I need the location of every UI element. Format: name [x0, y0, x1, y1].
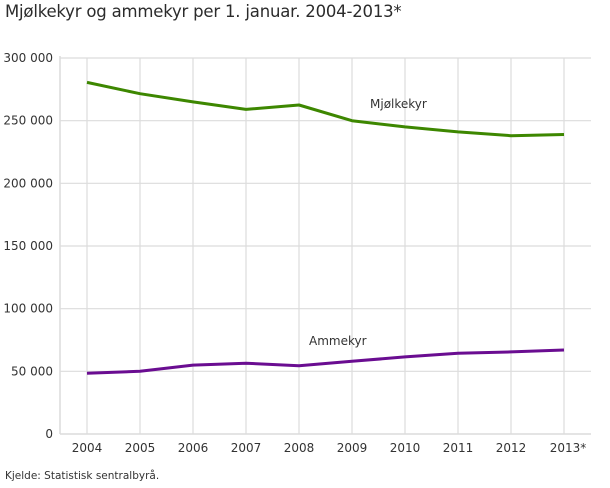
y-tick-label: 200 000	[3, 176, 53, 190]
x-tick-label: 2010	[390, 441, 421, 455]
source-note: Kjelde: Statistisk sentralbyrå.	[5, 470, 160, 482]
x-tick-label: 2008	[284, 441, 315, 455]
chart-title: Mjølkekyr og ammekyr per 1. januar. 2004…	[5, 2, 402, 21]
x-tick-label: 2006	[178, 441, 209, 455]
x-tick-label: 2009	[337, 441, 368, 455]
x-tick-label: 2007	[231, 441, 262, 455]
y-tick-label: 150 000	[3, 239, 53, 253]
series-line-ammekyr	[86, 348, 565, 375]
y-tick-label: 50 000	[11, 364, 53, 378]
x-tick-label: 2005	[125, 441, 156, 455]
series-label-ammekyr: Ammekyr	[309, 334, 367, 348]
y-tick-label: 0	[45, 427, 53, 441]
series-label-mjolkekyr: Mjølkekyr	[370, 97, 427, 111]
x-tick-label: 2013*	[550, 441, 587, 455]
y-tick-label: 300 000	[3, 51, 53, 65]
x-tick-label: 2011	[443, 441, 474, 455]
y-tick-label: 100 000	[3, 302, 53, 316]
y-tick-label: 250 000	[3, 114, 53, 128]
x-tick-label: 2012	[496, 441, 527, 455]
series-line-mjolkekyr	[86, 80, 565, 138]
x-tick-label: 2004	[72, 441, 103, 455]
